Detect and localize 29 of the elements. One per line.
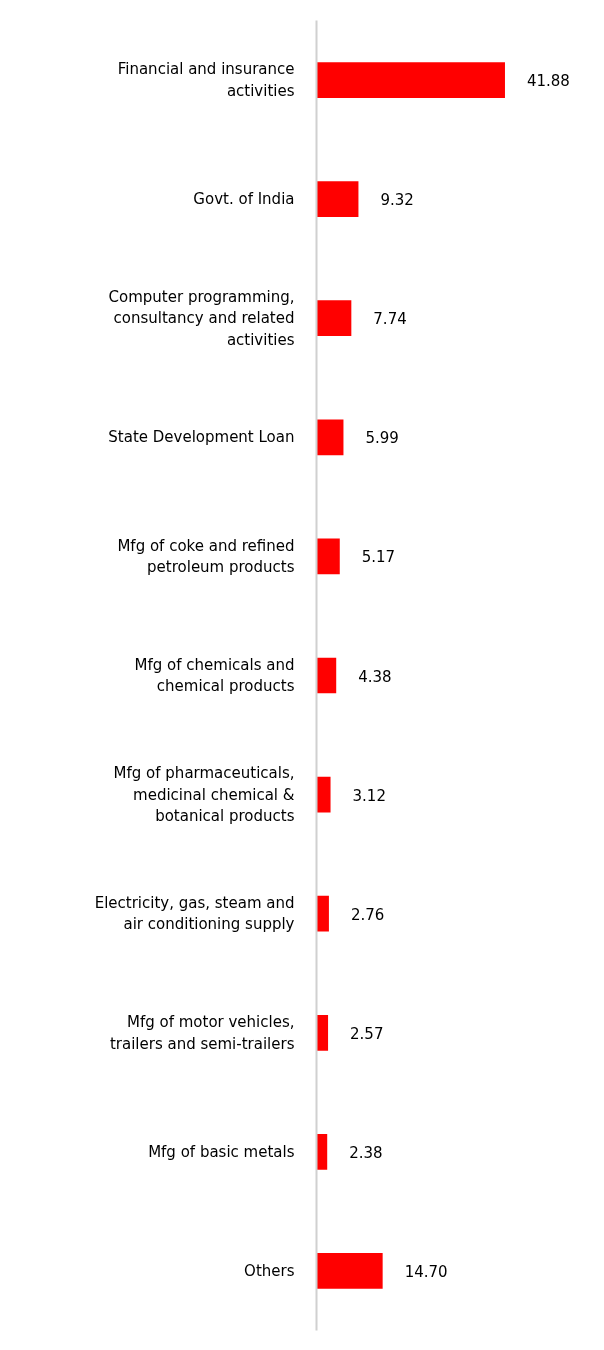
data-label: 5.99 [365, 429, 399, 448]
y-tick-label: Financial and insurance activities [117, 60, 295, 100]
data-label: 9.32 [380, 191, 414, 210]
y-tick-label: Mfg of basic metals [148, 1142, 295, 1161]
data-label: 2.57 [350, 1024, 384, 1043]
y-tick-label: State Development Loan [108, 428, 295, 447]
data-label: 14.70 [404, 1262, 448, 1281]
data-label: 3.12 [352, 786, 386, 805]
y-tick-label: Electricity, gas, steam and air conditioning supply [94, 893, 295, 934]
bar [316, 538, 340, 575]
data-label: 2.38 [349, 1143, 383, 1162]
y-tick-label: Mfg of pharmaceuticals, medicinal chemical & botanical products [113, 763, 295, 826]
y-tick-label: Computer programming, consultancy and related activities [108, 287, 295, 349]
bar [316, 776, 331, 813]
bar [316, 300, 352, 337]
data-label: 4.38 [358, 667, 392, 686]
y-tick-label: Mfg of chemicals and chemical products [134, 655, 295, 696]
y-tick-label: Mfg of motor vehicles, trailers and semi-trailers [109, 1012, 295, 1053]
bar [316, 419, 344, 456]
data-label: 7.74 [373, 310, 407, 329]
y-tick-label: Others [244, 1261, 295, 1280]
y-tick-label: Govt. of India [193, 190, 295, 209]
data-label: 5.17 [361, 548, 396, 567]
bar [316, 181, 359, 217]
y-tick-label: Mfg of coke and refined petroleum products [117, 536, 295, 577]
bar [316, 62, 505, 98]
bar [316, 1253, 383, 1289]
data-label: 41.88 [526, 72, 570, 91]
data-label: 2.76 [350, 905, 385, 924]
